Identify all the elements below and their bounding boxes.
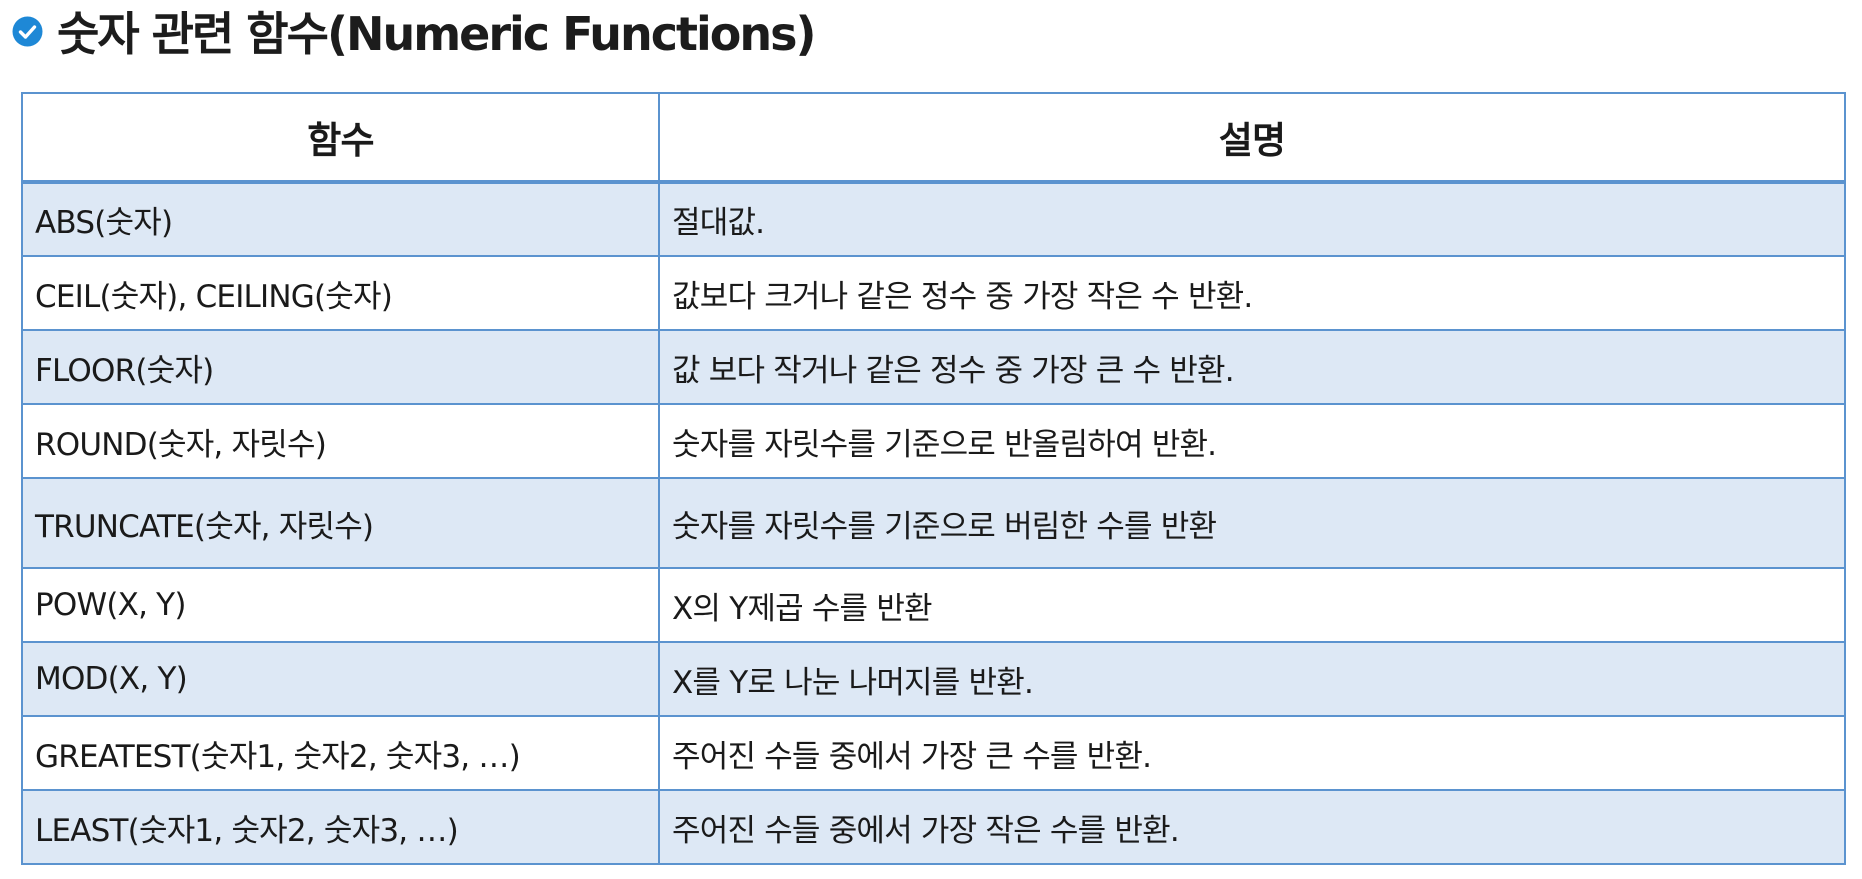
function-cell: GREATEST(숫자1, 숫자2, 숫자3, …)	[21, 715, 660, 791]
function-cell: TRUNCATE(숫자, 자릿수)	[21, 477, 660, 569]
table-row: LEAST(숫자1, 숫자2, 숫자3, …) 주어진 수들 중에서 가장 작은…	[21, 789, 1846, 865]
function-cell: ROUND(숫자, 자릿수)	[21, 403, 660, 479]
table-row: POW(X, Y) X의 Y제곱 수를 반환	[21, 567, 1846, 643]
function-cell: ABS(숫자)	[21, 181, 660, 257]
section-title: 숫자 관련 함수(Numeric Functions)	[12, 0, 816, 62]
page-title: 숫자 관련 함수(Numeric Functions)	[57, 7, 816, 61]
header-description: 설명	[658, 92, 1846, 184]
table-row: TRUNCATE(숫자, 자릿수) 숫자를 자릿수를 기준으로 버림한 수를 반…	[21, 477, 1846, 569]
function-cell: LEAST(숫자1, 숫자2, 숫자3, …)	[21, 789, 660, 865]
description-cell: 값보다 크거나 같은 정수 중 가장 작은 수 반환.	[658, 255, 1846, 331]
check-circle-icon	[12, 16, 43, 47]
description-cell: X를 Y로 나눈 나머지를 반환.	[658, 641, 1846, 717]
function-cell: CEIL(숫자), CEILING(숫자)	[21, 255, 660, 331]
function-cell: FLOOR(숫자)	[21, 329, 660, 405]
description-cell: 숫자를 자릿수를 기준으로 버림한 수를 반환	[658, 477, 1846, 569]
table-row: MOD(X, Y) X를 Y로 나눈 나머지를 반환.	[21, 641, 1846, 717]
table-row: ROUND(숫자, 자릿수) 숫자를 자릿수를 기준으로 반올림하여 반환.	[21, 403, 1846, 479]
table-row: CEIL(숫자), CEILING(숫자) 값보다 크거나 같은 정수 중 가장…	[21, 255, 1846, 331]
description-cell: 숫자를 자릿수를 기준으로 반올림하여 반환.	[658, 403, 1846, 479]
description-cell: 값 보다 작거나 같은 정수 중 가장 큰 수 반환.	[658, 329, 1846, 405]
function-cell: POW(X, Y)	[21, 567, 660, 643]
header-row: 함수 설명	[21, 92, 1846, 184]
table-row: ABS(숫자) 절대값.	[21, 181, 1846, 257]
description-cell: 절대값.	[658, 181, 1846, 257]
table-header: 함수 설명	[21, 92, 1846, 184]
numeric-functions-table: 함수 설명 ABS(숫자) 절대값. CEIL(숫자), CEILING(숫자)…	[21, 92, 1846, 865]
table-row: FLOOR(숫자) 값 보다 작거나 같은 정수 중 가장 큰 수 반환.	[21, 329, 1846, 405]
description-cell: 주어진 수들 중에서 가장 작은 수를 반환.	[658, 789, 1846, 865]
functions-table: 함수 설명 ABS(숫자) 절대값. CEIL(숫자), CEILING(숫자)…	[21, 92, 1846, 865]
header-function: 함수	[21, 92, 660, 184]
table-body: ABS(숫자) 절대값. CEIL(숫자), CEILING(숫자) 값보다 크…	[21, 181, 1846, 865]
table-row: GREATEST(숫자1, 숫자2, 숫자3, …) 주어진 수들 중에서 가장…	[21, 715, 1846, 791]
function-cell: MOD(X, Y)	[21, 641, 660, 717]
description-cell: 주어진 수들 중에서 가장 큰 수를 반환.	[658, 715, 1846, 791]
description-cell: X의 Y제곱 수를 반환	[658, 567, 1846, 643]
